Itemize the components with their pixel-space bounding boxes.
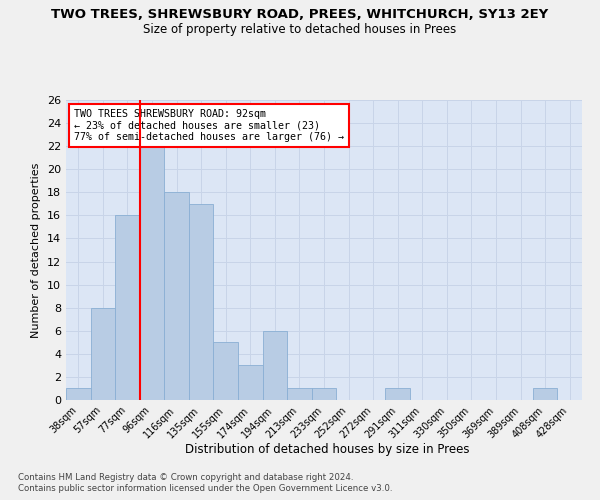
Text: TWO TREES, SHREWSBURY ROAD, PREES, WHITCHURCH, SY13 2EY: TWO TREES, SHREWSBURY ROAD, PREES, WHITC… bbox=[52, 8, 548, 20]
Bar bbox=[189, 204, 214, 400]
Bar bbox=[287, 388, 312, 400]
Bar bbox=[140, 146, 164, 400]
Bar bbox=[238, 366, 263, 400]
Text: Distribution of detached houses by size in Prees: Distribution of detached houses by size … bbox=[185, 442, 469, 456]
Text: TWO TREES SHREWSBURY ROAD: 92sqm
← 23% of detached houses are smaller (23)
77% o: TWO TREES SHREWSBURY ROAD: 92sqm ← 23% o… bbox=[74, 109, 344, 142]
Y-axis label: Number of detached properties: Number of detached properties bbox=[31, 162, 41, 338]
Bar bbox=[214, 342, 238, 400]
Bar bbox=[312, 388, 336, 400]
Text: Contains HM Land Registry data © Crown copyright and database right 2024.: Contains HM Land Registry data © Crown c… bbox=[18, 472, 353, 482]
Bar bbox=[263, 331, 287, 400]
Bar bbox=[66, 388, 91, 400]
Bar bbox=[91, 308, 115, 400]
Text: Contains public sector information licensed under the Open Government Licence v3: Contains public sector information licen… bbox=[18, 484, 392, 493]
Bar bbox=[164, 192, 189, 400]
Bar bbox=[385, 388, 410, 400]
Bar bbox=[533, 388, 557, 400]
Bar bbox=[115, 216, 140, 400]
Text: Size of property relative to detached houses in Prees: Size of property relative to detached ho… bbox=[143, 22, 457, 36]
